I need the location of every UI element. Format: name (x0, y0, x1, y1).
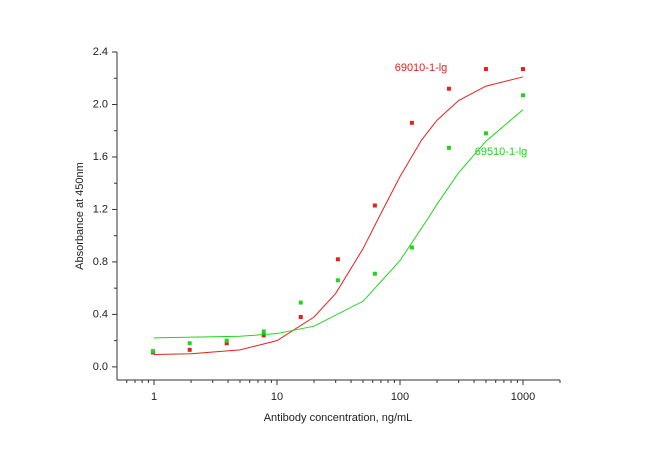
data-point (298, 300, 303, 305)
y-tick-label: 2.4 (93, 46, 108, 58)
data-point (224, 338, 229, 343)
data-point (224, 341, 229, 346)
data-point (446, 86, 451, 91)
x-tick-label: 1 (151, 391, 157, 403)
data-point (150, 349, 155, 354)
data-point (446, 145, 451, 150)
x-tick-label: 1000 (511, 391, 535, 403)
y-tick-label: 1.2 (93, 203, 108, 215)
series-label: 69010-1-lg (395, 62, 448, 74)
fit-curve (154, 109, 524, 339)
y-tick-label: 2.0 (93, 98, 108, 110)
y-tick-label: 0.8 (93, 256, 108, 268)
data-point (520, 67, 525, 72)
data-point (335, 278, 340, 283)
data-point (261, 329, 266, 334)
data-point (372, 203, 377, 208)
data-point (187, 341, 192, 346)
data-point (372, 271, 377, 276)
series-label: 69510-1-lg (475, 146, 528, 158)
y-axis-label: Absorbance at 450nm (74, 162, 86, 270)
y-tick-label: 0.0 (93, 361, 108, 373)
data-point (409, 120, 414, 125)
y-tick-label: 1.6 (93, 151, 108, 163)
data-point (187, 347, 192, 352)
x-axis-label: Antibody concentration, ng/mL (264, 412, 413, 424)
data-point (520, 93, 525, 98)
x-tick-label: 10 (271, 391, 283, 403)
data-point (335, 257, 340, 262)
fit-curve (154, 76, 524, 356)
x-tick-label: 100 (391, 391, 409, 403)
data-point (483, 131, 488, 136)
data-point (298, 315, 303, 320)
y-tick-label: 0.4 (93, 308, 108, 320)
data-point (483, 67, 488, 72)
data-point (409, 245, 414, 250)
data-point (261, 333, 266, 338)
